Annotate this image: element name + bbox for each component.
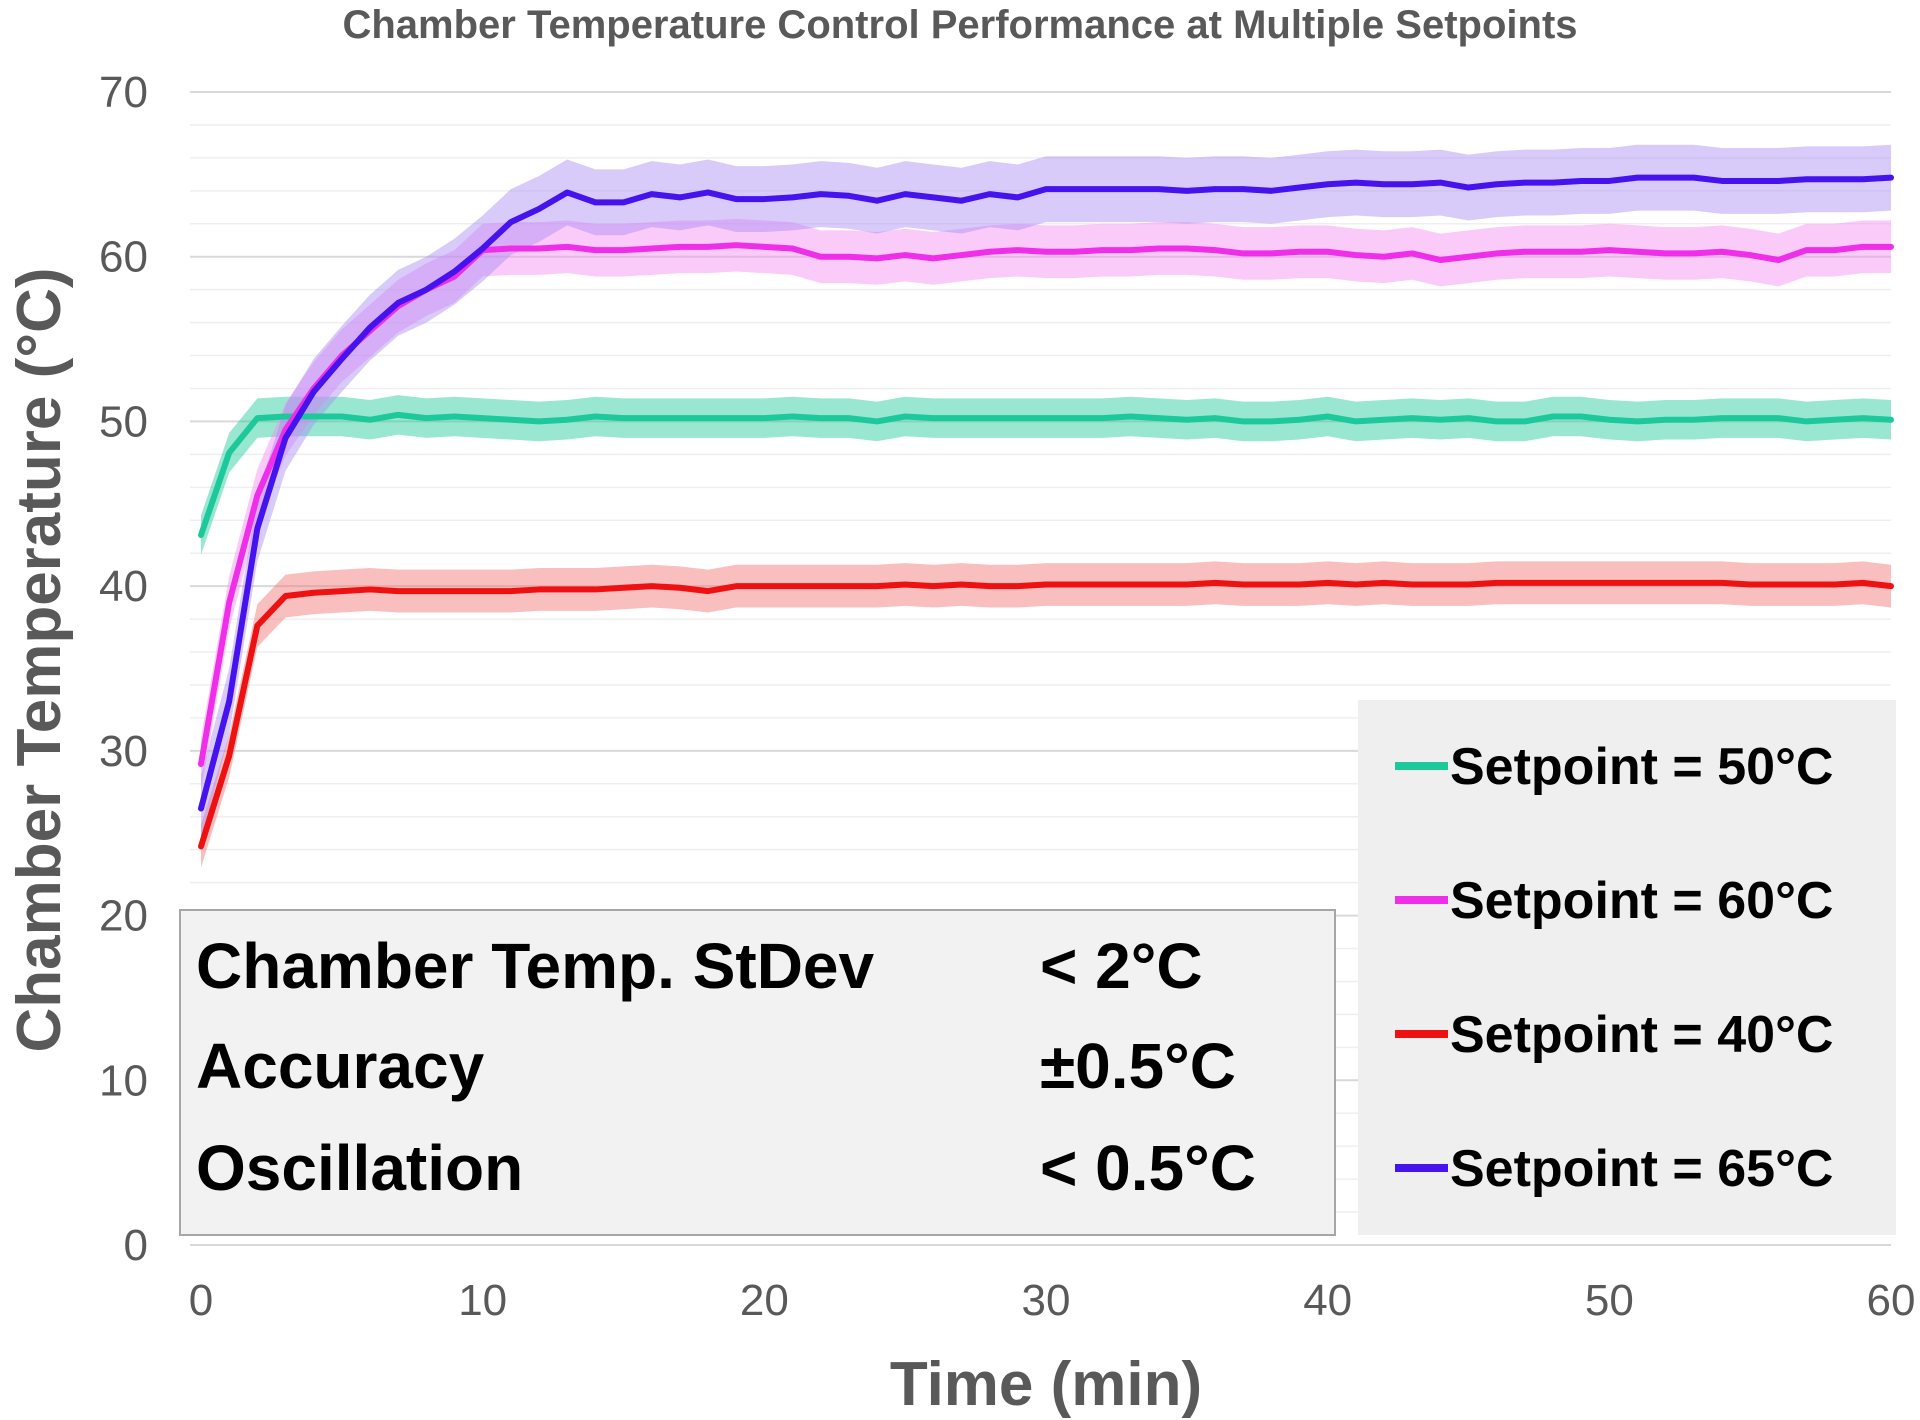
legend-label-setpoint-50: Setpoint = 50°C <box>1450 738 1833 796</box>
stats-label-oscillation: Oscillation <box>196 1132 523 1204</box>
y-tick-label: 20 <box>99 892 148 941</box>
stats-label-accuracy: Accuracy <box>196 1030 485 1102</box>
chart-title: Chamber Temperature Control Performance … <box>342 3 1577 47</box>
y-tick-label: 30 <box>99 727 148 776</box>
band-series-0 <box>201 395 1891 555</box>
x-tick-label: 10 <box>458 1276 507 1325</box>
x-tick-label: 60 <box>1867 1276 1916 1325</box>
series-lines <box>198 174 1894 850</box>
x-tick-label: 50 <box>1585 1276 1634 1325</box>
y-axis-label: Chamber Temperature (°C) <box>5 267 74 1052</box>
x-tick-label: 0 <box>189 1276 213 1325</box>
legend-label-setpoint-40: Setpoint = 40°C <box>1450 1006 1833 1064</box>
y-tick-label: 0 <box>124 1221 148 1270</box>
line-series-2 <box>198 579 1894 850</box>
band-series-1 <box>201 218 1891 791</box>
legend: Setpoint = 50°C Setpoint = 60°C Setpoint… <box>1358 700 1896 1235</box>
line-series-3 <box>198 174 1894 812</box>
legend-label-setpoint-65: Setpoint = 65°C <box>1450 1140 1833 1198</box>
y-tick-label: 50 <box>99 397 148 446</box>
stats-value-accuracy: ±0.5°C <box>1040 1030 1236 1102</box>
y-tick-label: 10 <box>99 1056 148 1105</box>
x-tick-label: 20 <box>740 1276 789 1325</box>
stats-label-stdev: Chamber Temp. StDev <box>196 930 875 1002</box>
x-tick-label: 30 <box>1022 1276 1071 1325</box>
y-tick-label: 40 <box>99 562 148 611</box>
stats-box: Chamber Temp. StDev < 2°C Accuracy ±0.5°… <box>179 909 1336 1236</box>
x-tick-label: 40 <box>1303 1276 1352 1325</box>
y-tick-label: 70 <box>99 68 148 117</box>
legend-label-setpoint-60: Setpoint = 60°C <box>1450 872 1833 930</box>
line-series-0 <box>198 411 1894 539</box>
x-axis-label: Time (min) <box>890 1350 1202 1419</box>
stats-value-stdev: < 2°C <box>1040 930 1203 1002</box>
axis-ticks: 0 10 20 30 40 50 60 70 0 10 20 30 40 50 60 <box>99 68 1915 1325</box>
stats-value-oscillation: < 0.5°C <box>1040 1132 1256 1204</box>
y-tick-label: 60 <box>99 233 148 282</box>
stats-box-background <box>179 909 1336 1236</box>
legend-background <box>1358 700 1896 1235</box>
